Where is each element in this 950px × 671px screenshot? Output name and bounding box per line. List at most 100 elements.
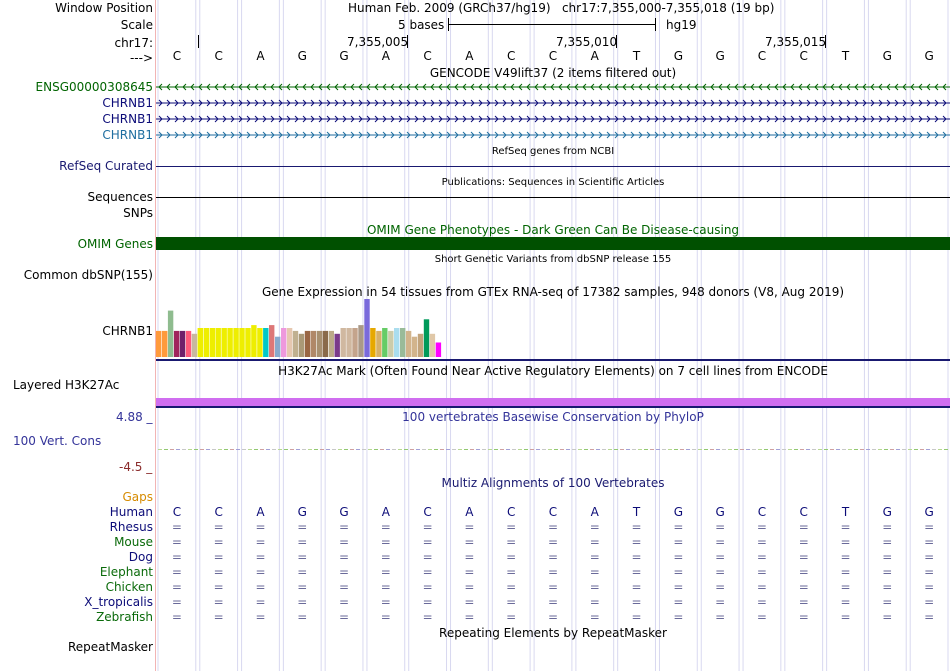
gtex-tissue-bar[interactable] <box>429 333 436 357</box>
gtex-tissue-bar[interactable] <box>423 319 430 357</box>
gtex-tissue-bar[interactable] <box>394 328 400 357</box>
gtex-tissue-bar[interactable] <box>263 328 269 357</box>
gencode-track-label[interactable]: CHRNB1 <box>102 96 153 110</box>
gtex-tissue-bar[interactable] <box>292 330 299 357</box>
conservation-label[interactable]: 100 Vert. Cons <box>13 434 102 448</box>
gtex-tissue-bar[interactable] <box>245 328 251 357</box>
species-label[interactable]: Chicken <box>105 580 153 594</box>
gtex-tissue-bar[interactable] <box>197 328 203 357</box>
gtex-tissue-bar[interactable] <box>364 299 370 357</box>
label-separator[interactable] <box>155 0 156 671</box>
omim-label[interactable]: OMIM Genes <box>77 237 153 251</box>
gtex-tissue-bar[interactable] <box>334 333 340 357</box>
multiz-title[interactable]: Multiz Alignments of 100 Vertebrates <box>441 476 665 490</box>
strand-arrow <box>830 131 835 139</box>
gtex-tissue-bar[interactable] <box>346 328 352 357</box>
species-label[interactable]: Dog <box>128 550 153 564</box>
species-label[interactable]: Zebrafish <box>96 610 153 624</box>
gtex-tissue-bar[interactable] <box>370 328 376 357</box>
gencode-track-label[interactable]: CHRNB1 <box>102 112 153 126</box>
gtex-tissue-bar[interactable] <box>227 328 233 357</box>
gtex-tissue-bar[interactable] <box>167 310 174 357</box>
refseq-title[interactable]: RefSeq genes from NCBI <box>491 146 615 157</box>
gtex-tissue-bar[interactable] <box>298 333 305 357</box>
conservation-mark <box>536 449 540 450</box>
alignment-match: = <box>171 565 182 579</box>
gtex-tissue-bar[interactable] <box>382 328 388 357</box>
gtex-tissue-bar[interactable] <box>251 325 257 357</box>
gtex-title[interactable]: Gene Expression in 54 tissues from GTEx … <box>261 285 845 299</box>
omim-phenotype-bar[interactable] <box>156 237 950 250</box>
gtex-tissue-bar[interactable] <box>358 325 364 357</box>
gtex-tissue-bar[interactable] <box>162 330 168 357</box>
alignment-match: = <box>255 550 266 564</box>
gtex-tissue-bar[interactable] <box>221 328 227 357</box>
gtex-tissue-bar[interactable] <box>417 333 424 357</box>
gtex-tissue-bar[interactable] <box>388 330 394 357</box>
strand-arrow <box>926 115 931 123</box>
strand-arrow <box>622 131 627 139</box>
gtex-tissue-bar[interactable] <box>179 330 186 357</box>
species-label[interactable]: Human <box>109 505 153 519</box>
h3k27ac-signal-bar[interactable] <box>156 398 950 406</box>
conservation-mark <box>764 449 768 450</box>
gtex-tissue-bar[interactable] <box>310 330 317 357</box>
alignment-match: = <box>715 520 726 534</box>
gtex-tissue-bar[interactable] <box>275 336 281 357</box>
conservation-title[interactable]: 100 vertebrates Basewise Conservation by… <box>402 410 704 424</box>
gencode-title[interactable]: GENCODE V49lift37 (2 items filtered out) <box>429 66 677 80</box>
gtex-tissue-bar[interactable] <box>316 330 323 357</box>
gtex-tissue-bar[interactable] <box>304 330 311 357</box>
dbsnp-label[interactable]: Common dbSNP(155) <box>23 268 153 282</box>
alignment-match: = <box>171 580 182 594</box>
gtex-tissue-bar[interactable] <box>215 328 221 357</box>
gtex-tissue-bar[interactable] <box>352 328 358 357</box>
alignment-match: = <box>840 580 851 594</box>
gtex-label[interactable]: CHRNB1 <box>102 324 153 338</box>
publications-label[interactable]: Sequences <box>87 190 153 204</box>
gtex-tissue-bar[interactable] <box>257 328 263 357</box>
species-label[interactable]: Mouse <box>114 535 153 549</box>
gtex-tissue-bar[interactable] <box>269 325 275 357</box>
gtex-tissue-bar[interactable] <box>173 330 180 357</box>
gtex-tissue-bar[interactable] <box>156 330 162 357</box>
chrom-label[interactable]: chr17: <box>114 36 153 50</box>
gtex-tissue-bar[interactable] <box>203 328 209 357</box>
gtex-tissue-bar[interactable] <box>209 328 215 357</box>
h3k27ac-label[interactable]: Layered H3K27Ac <box>13 378 120 392</box>
h3k27ac-title[interactable]: H3K27Ac Mark (Often Found Near Active Re… <box>278 364 828 378</box>
strand-arrow <box>830 83 835 91</box>
gencode-track-label[interactable]: CHRNB1 <box>102 128 153 142</box>
gtex-tissue-bar[interactable] <box>405 330 412 357</box>
dbsnp-title[interactable]: Short Genetic Variants from dbSNP releas… <box>434 254 672 265</box>
gtex-tissue-bar[interactable] <box>239 328 245 357</box>
gtex-tissue-bar[interactable] <box>281 328 287 357</box>
conservation-signal[interactable] <box>156 440 950 460</box>
gtex-tissue-bar[interactable] <box>328 330 334 357</box>
gencode-gene-tracks[interactable] <box>156 80 950 142</box>
strand-arrow <box>662 99 667 107</box>
strand-arrow <box>358 99 363 107</box>
gtex-tissue-bar[interactable] <box>191 333 198 357</box>
refseq-label[interactable]: RefSeq Curated <box>59 159 153 173</box>
species-label[interactable]: Elephant <box>99 565 153 579</box>
gtex-tissue-bar[interactable] <box>286 328 293 357</box>
omim-title[interactable]: OMIM Gene Phenotypes - Dark Green Can Be… <box>366 223 740 237</box>
multiz-gaps-label[interactable]: Gaps <box>122 490 153 504</box>
gtex-expression-chart[interactable] <box>156 299 556 359</box>
publications-title[interactable]: Publications: Sequences in Scientific Ar… <box>441 177 665 188</box>
gtex-tissue-bar[interactable] <box>322 330 328 357</box>
gtex-tissue-bar[interactable] <box>233 328 239 357</box>
gtex-tissue-bar[interactable] <box>411 336 418 357</box>
gtex-tissue-bar[interactable] <box>400 328 406 357</box>
gtex-tissue-bar[interactable] <box>376 330 382 357</box>
gtex-tissue-bar[interactable] <box>340 328 346 357</box>
species-label[interactable]: X_tropicalis <box>84 595 153 609</box>
repeatmasker-title[interactable]: Repeating Elements by RepeatMasker <box>439 626 667 640</box>
repeatmasker-label[interactable]: RepeatMasker <box>67 640 153 654</box>
snps-label[interactable]: SNPs <box>123 206 153 220</box>
gencode-track-label[interactable]: ENSG00000308645 <box>35 80 153 94</box>
gtex-tissue-bar[interactable] <box>435 342 442 358</box>
species-label[interactable]: Rhesus <box>109 520 153 534</box>
gtex-tissue-bar[interactable] <box>185 330 192 357</box>
